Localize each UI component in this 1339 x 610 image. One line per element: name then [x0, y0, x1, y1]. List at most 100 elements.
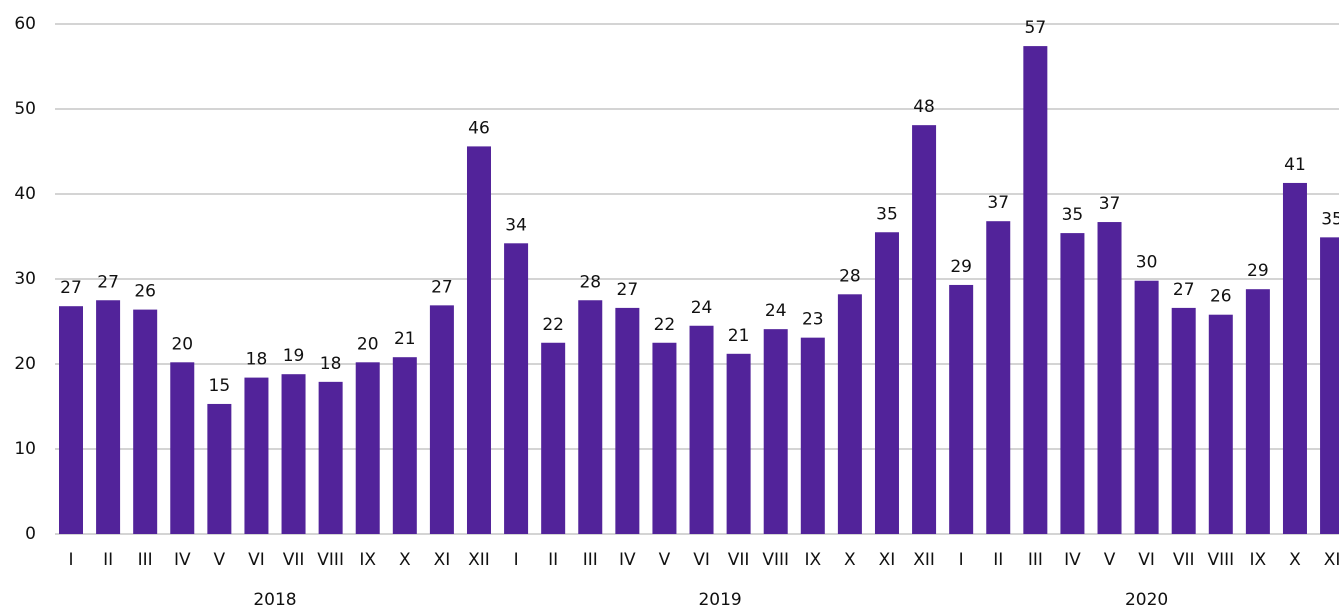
value-label: 26	[1210, 287, 1232, 307]
value-label: 18	[320, 354, 342, 374]
bar	[986, 221, 1011, 534]
value-label: 28	[579, 272, 601, 292]
value-label: 22	[542, 315, 564, 335]
bar	[837, 294, 862, 534]
x-tick-label: IX	[359, 550, 376, 570]
x-tick-label: VII	[728, 550, 750, 570]
value-label: 48	[913, 97, 935, 117]
value-label: 21	[394, 329, 416, 349]
bar	[541, 342, 566, 534]
bar	[504, 243, 529, 535]
value-label: 27	[60, 278, 82, 298]
bar	[763, 329, 788, 534]
value-label: 20	[357, 334, 379, 354]
bar	[1171, 307, 1196, 534]
x-tick-label: XI	[434, 550, 451, 570]
value-label: 24	[691, 298, 713, 318]
x-tick-label: VI	[1138, 550, 1155, 570]
x-tick-label: III	[1028, 550, 1043, 570]
y-tick-label: 20	[14, 354, 36, 374]
value-label: 22	[654, 315, 676, 335]
bar	[1208, 314, 1233, 534]
bar	[392, 357, 417, 534]
bar	[1245, 289, 1270, 534]
bar	[912, 125, 937, 535]
value-label: 15	[209, 376, 231, 396]
x-tick-label: XI	[879, 550, 896, 570]
value-label: 20	[171, 334, 193, 354]
bar	[1023, 46, 1048, 534]
bar	[244, 377, 269, 534]
value-label: 29	[1247, 261, 1269, 281]
value-label: 23	[802, 310, 824, 330]
value-label: 34	[505, 215, 527, 235]
y-tick-label: 30	[14, 269, 36, 289]
x-tick-label: I	[68, 550, 73, 570]
x-tick-label: II	[548, 550, 558, 570]
value-label: 35	[1321, 209, 1339, 229]
bar	[1060, 233, 1085, 534]
bar	[1097, 222, 1122, 535]
x-tick-label: IX	[804, 550, 821, 570]
bar	[949, 284, 974, 534]
group-label: 2019	[698, 590, 741, 610]
value-label: 46	[468, 118, 490, 138]
value-label: 57	[1025, 18, 1047, 38]
x-tick-label: V	[659, 550, 671, 570]
value-label: 35	[876, 204, 898, 224]
x-tick-label: II	[993, 550, 1003, 570]
value-label: 27	[431, 277, 453, 297]
value-label: 30	[1136, 253, 1158, 273]
x-tick-label: XII	[468, 550, 490, 570]
x-tick-label: IV	[174, 550, 191, 570]
value-label: 27	[1173, 280, 1195, 300]
bar	[689, 325, 714, 534]
value-label: 37	[1099, 194, 1121, 214]
y-tick-label: 60	[14, 14, 36, 34]
group-label: 2018	[253, 590, 296, 610]
bar	[578, 300, 603, 534]
x-tick-label: VIII	[1207, 550, 1234, 570]
x-tick-label: III	[583, 550, 598, 570]
bar	[466, 146, 491, 534]
bar	[96, 300, 121, 534]
x-tick-label: X	[1289, 550, 1301, 570]
value-label: 24	[765, 301, 787, 321]
bar	[429, 305, 454, 534]
bar	[1282, 182, 1307, 534]
x-tick-label: VIII	[762, 550, 789, 570]
bar	[170, 362, 195, 534]
bar	[318, 381, 343, 534]
bar	[59, 306, 83, 534]
value-label: 26	[134, 282, 156, 302]
x-tick-label: III	[138, 550, 153, 570]
x-tick-label: IV	[619, 550, 636, 570]
y-tick-label: 40	[14, 184, 36, 204]
group-label: 2020	[1125, 590, 1168, 610]
bar	[726, 353, 751, 534]
x-tick-label: XI	[1324, 550, 1339, 570]
bar	[133, 309, 158, 534]
x-tick-label: V	[214, 550, 226, 570]
bar	[874, 232, 899, 534]
bar	[207, 403, 232, 534]
x-tick-label: VIII	[317, 550, 344, 570]
value-label: 19	[283, 346, 305, 366]
x-tick-label: I	[514, 550, 519, 570]
x-tick-label: VII	[1173, 550, 1195, 570]
y-tick-label: 50	[14, 99, 36, 119]
value-label: 27	[617, 280, 639, 300]
x-tick-label: VI	[693, 550, 710, 570]
x-tick-label: X	[844, 550, 856, 570]
bar	[1320, 237, 1339, 534]
bar	[355, 362, 380, 534]
value-label: 21	[728, 326, 750, 346]
x-tick-label: V	[1104, 550, 1116, 570]
y-tick-label: 10	[14, 439, 36, 459]
value-label: 27	[97, 272, 119, 292]
value-label: 41	[1284, 155, 1306, 175]
x-tick-label: I	[959, 550, 964, 570]
x-tick-label: IX	[1250, 550, 1267, 570]
value-label: 18	[246, 350, 268, 370]
